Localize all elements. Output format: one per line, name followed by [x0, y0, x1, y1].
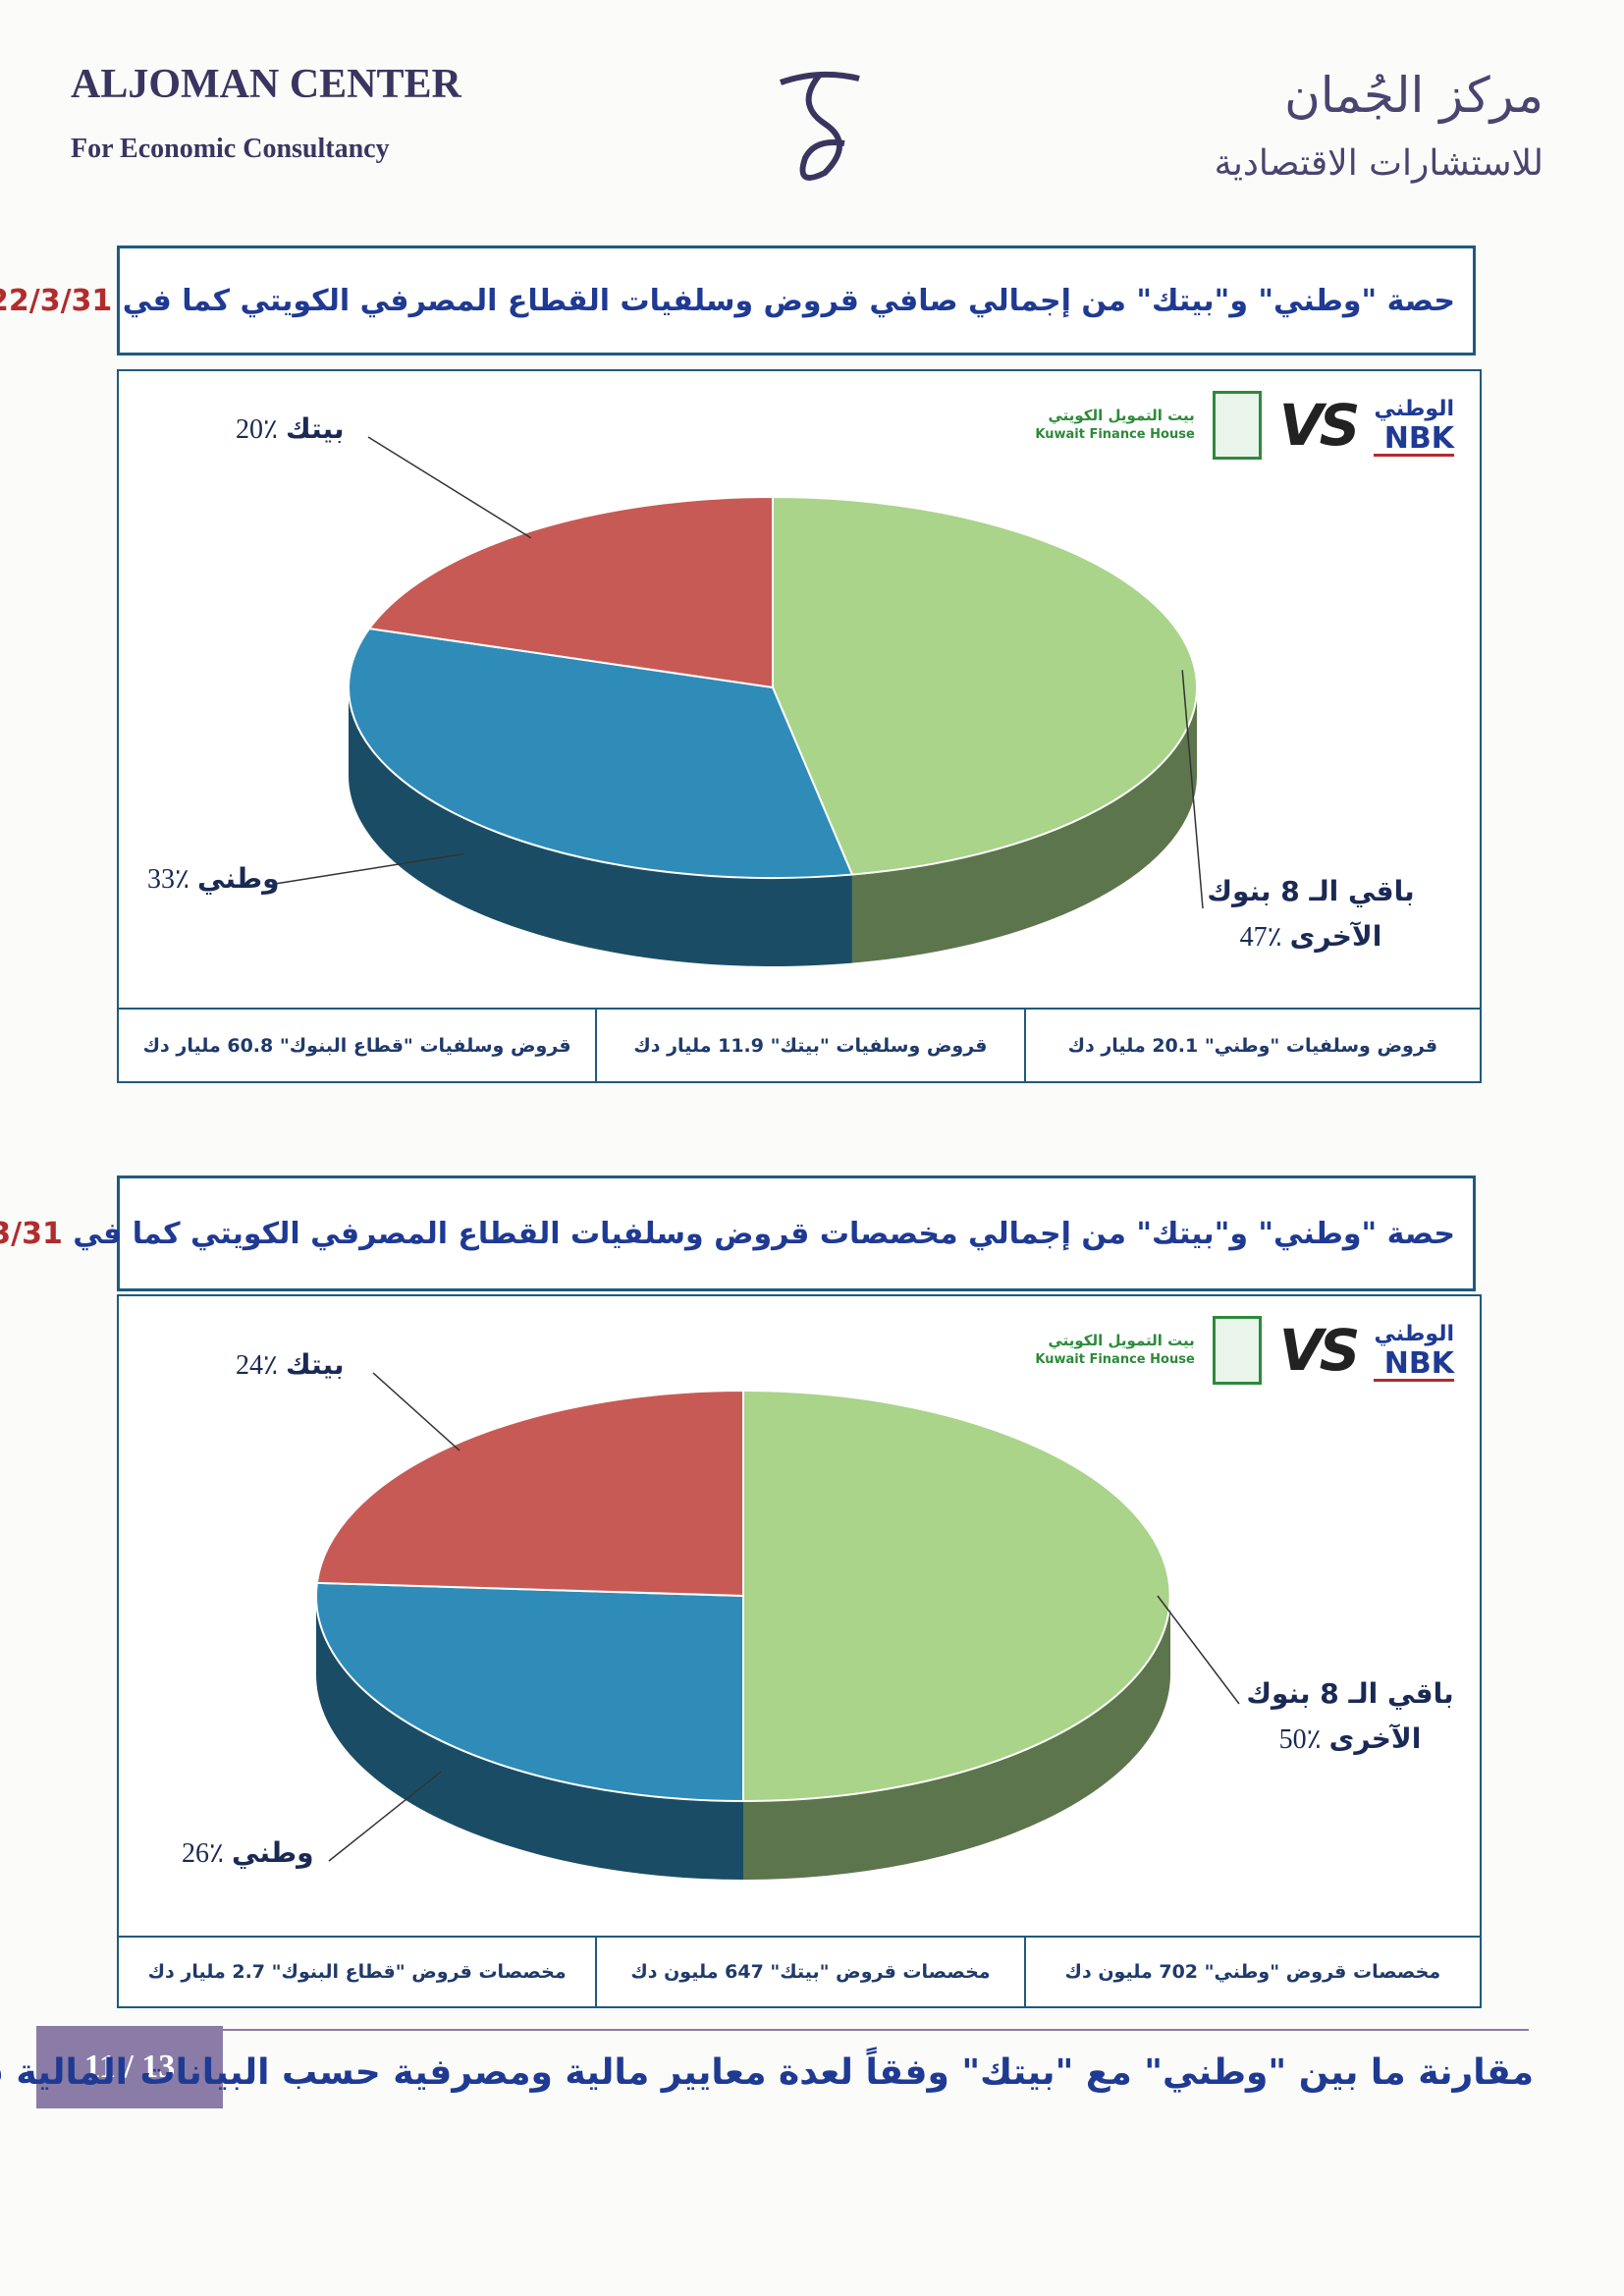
nbk-ar: الوطني [1374, 1321, 1454, 1346]
leader-line [1157, 1595, 1240, 1705]
kfh-en: Kuwait Finance House [1035, 1352, 1195, 1367]
leader-line [372, 1372, 460, 1451]
leader-line [367, 436, 532, 539]
category-label: وطني [197, 862, 280, 895]
kfh-logo: بيت التمويل الكويتي Kuwait Finance House [1035, 1331, 1194, 1370]
slice-side [743, 1596, 1170, 1880]
note: مخصصات قروض "وطني" 702 مليون دك [1023, 1938, 1480, 2006]
kfh-ar: بيت التمويل الكويتي [1048, 407, 1195, 424]
chart-title-box: حصة "وطني" و"بيتك" من إجمالي مخصصات قروض… [0, 1175, 1476, 1291]
data-label: بيتك٪20 [236, 412, 345, 446]
slice-side [851, 687, 1197, 963]
kfh-icon [1212, 1316, 1262, 1385]
chart-title-box: حصة "وطني" و"بيتك" من إجمالي صافي قروض و… [0, 246, 1476, 355]
header-title-ar: مركز الجُمان [1284, 67, 1543, 124]
notes-row: مخصصات قروض "وطني" 702 مليون دك مخصصات ق… [117, 1938, 1482, 2008]
footer-line [36, 2029, 1529, 2031]
logos: بيت التمويل الكويتي Kuwait Finance House … [1035, 391, 1454, 460]
value-label: ٪26 [182, 1838, 225, 1869]
header-subtitle: For Economic Consultancy [71, 134, 390, 164]
notes-row: قروض وسلفيات "وطني" 20.1 مليار دك قروض و… [117, 1010, 1482, 1083]
title-text: حصة "وطني" و"بيتك" من إجمالي مخصصات قروض… [73, 1216, 1455, 1251]
slice [772, 495, 1198, 876]
category-label: بيتك [286, 1348, 345, 1381]
data-label: باقي الـ 8 بنوك الآخرى٪47 [1188, 869, 1434, 960]
header-subtitle-ar: للاستشارات الاقتصادية [1214, 143, 1543, 184]
slice-side [349, 687, 852, 967]
note: مخصصات قروض "بيتك" 647 مليون دك [595, 1938, 1023, 2006]
data-label: بيتك٪24 [236, 1348, 345, 1382]
data-label: وطني٪33 [147, 862, 280, 896]
chart-title: حصة "وطني" و"بيتك" من إجمالي صافي قروض و… [0, 284, 1455, 318]
value-label: ٪33 [147, 864, 190, 895]
nbk-logo: الوطني NBK [1374, 1320, 1454, 1382]
title-date: 2022/3/31 [0, 283, 113, 318]
category-label: باقي الـ 8 بنوك الآخرى [1246, 1677, 1454, 1755]
footer-text: مقارنة ما بين "وطني" مع "بيتك" وفقاً لعد… [0, 2052, 1534, 2093]
category-label: باقي الـ 8 بنوك الآخرى [1207, 875, 1415, 953]
value-label: ٪50 [1278, 1724, 1322, 1755]
kfh-en: Kuwait Finance House [1035, 427, 1195, 442]
title-date: 2022/3/31 [0, 1216, 63, 1251]
note: قروض وسلفيات "قطاع البنوك" 60.8 مليار دك [142, 1034, 571, 1057]
vs: VS [1278, 1317, 1361, 1384]
leader-line [1181, 670, 1204, 909]
data-label: وطني٪26 [182, 1836, 314, 1870]
center-logo [780, 71, 860, 181]
title-text: حصة "وطني" و"بيتك" من إجمالي صافي قروض و… [122, 283, 1455, 318]
kfh-logo: بيت التمويل الكويتي Kuwait Finance House [1035, 406, 1194, 445]
leader-line [274, 852, 464, 885]
leader-line [328, 1771, 442, 1862]
note: قروض وسلفيات "وطني" 20.1 مليار دك [1023, 1010, 1480, 1081]
slice [315, 1389, 744, 1598]
slice [742, 1389, 1171, 1803]
kfh-ar: بيت التمويل الكويتي [1048, 1332, 1195, 1349]
nbk-en: NBK [1374, 423, 1454, 457]
slice [348, 627, 854, 879]
slice [315, 1581, 744, 1803]
note: قروض وسلفيات "بيتك" 11.9 مليار دك [595, 1010, 1023, 1081]
value-label: ٪20 [236, 414, 279, 445]
category-label: بيتك [286, 412, 345, 445]
slice-side [316, 1596, 743, 1880]
nbk-logo: الوطني NBK [1374, 395, 1454, 457]
vs: VS [1278, 392, 1361, 459]
value-label: ٪47 [1239, 922, 1282, 953]
header-title: ALJOMAN CENTER [71, 62, 461, 107]
nbk-en: NBK [1374, 1348, 1454, 1382]
page-number: 11 / 13 [36, 2026, 223, 2108]
logos: بيت التمويل الكويتي Kuwait Finance House … [1035, 1316, 1454, 1385]
data-label: باقي الـ 8 بنوك الآخرى٪50 [1227, 1671, 1473, 1763]
category-label: وطني [232, 1836, 314, 1869]
nbk-ar: الوطني [1374, 396, 1454, 421]
chart-title: حصة "وطني" و"بيتك" من إجمالي مخصصات قروض… [0, 1217, 1455, 1251]
note: مخصصات قروض "قطاع البنوك" 2.7 مليار دك [147, 1961, 567, 1983]
kfh-icon [1212, 391, 1262, 460]
value-label: ٪24 [236, 1350, 279, 1381]
